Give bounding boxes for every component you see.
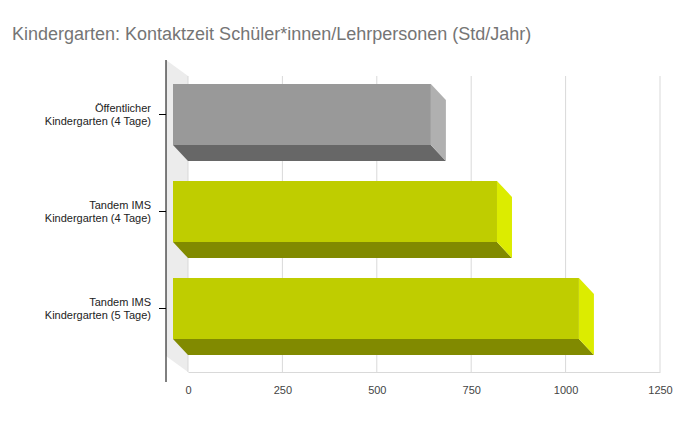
bar-bottom — [173, 339, 594, 355]
bar-front — [173, 84, 431, 145]
y-tick-label-line: Tandem IMS — [89, 199, 151, 211]
bar-bottom — [173, 242, 512, 258]
x-tick: 1250 — [648, 372, 672, 396]
x-tick-label: 750 — [463, 384, 481, 396]
y-axis: ÖffentlicherKindergarten (4 Tage)Tandem … — [45, 60, 166, 382]
y-tick-label-line: Kindergarten (5 Tage) — [45, 309, 151, 321]
x-tick: 1000 — [554, 372, 578, 396]
x-tick-label: 1000 — [554, 384, 578, 396]
bar-side — [431, 84, 446, 161]
bar-bottom — [173, 145, 446, 161]
bar-front — [173, 181, 497, 242]
x-tick-label: 0 — [185, 384, 191, 396]
y-tick-mark — [159, 308, 166, 309]
x-axis: 0 250 500 750 1000 1250 — [185, 372, 672, 396]
bar-front — [173, 278, 579, 339]
x-tick: 250 — [274, 372, 292, 396]
bar — [173, 278, 594, 355]
grid-line — [660, 76, 661, 372]
title: Kindergarten: Kontaktzeit Schüler*innen/… — [12, 24, 531, 44]
x-tick-label: 1250 — [648, 384, 672, 396]
y-tick-label-line: Tandem IMS — [89, 296, 151, 308]
bars — [173, 84, 594, 355]
y-tick-label-line: Öffentlicher — [95, 102, 151, 114]
x-tick: 500 — [368, 372, 386, 396]
x-tick: 750 — [463, 372, 481, 396]
y-axis-line — [166, 60, 167, 382]
x-tick-label: 250 — [274, 384, 292, 396]
y-tick-label-line: Kindergarten (4 Tage) — [45, 115, 151, 127]
x-axis-line — [189, 372, 661, 373]
y-tick-mark — [159, 114, 166, 115]
y-tick-label: Tandem IMSKindergarten (4 Tage) — [45, 199, 151, 224]
x-tick: 0 — [185, 372, 191, 396]
bar — [173, 84, 446, 161]
x-tick-label: 500 — [368, 384, 386, 396]
bar-side — [579, 278, 594, 355]
chart: Kindergarten: Kontaktzeit Schüler*innen/… — [0, 0, 682, 422]
bar-side — [497, 181, 512, 258]
y-tick-label-line: Kindergarten (4 Tage) — [45, 212, 151, 224]
bar — [173, 181, 512, 258]
y-tick-label: ÖffentlicherKindergarten (4 Tage) — [45, 102, 152, 127]
y-tick-label: Tandem IMSKindergarten (5 Tage) — [45, 296, 151, 321]
y-tick-mark — [159, 211, 166, 212]
